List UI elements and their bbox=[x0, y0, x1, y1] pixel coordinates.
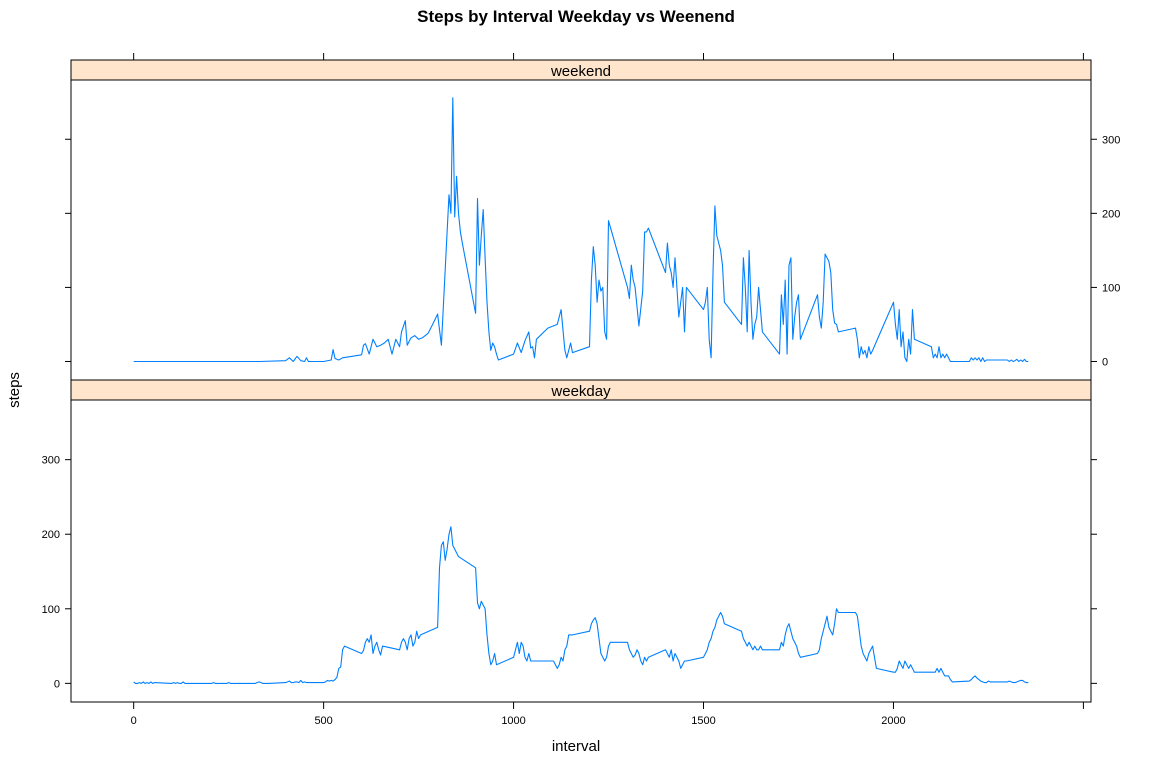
strip-label-weekend: weekend bbox=[550, 63, 611, 80]
series-line-weekend bbox=[133, 97, 1029, 363]
x-tick-label: 1000 bbox=[501, 715, 525, 727]
y-axis-label: steps bbox=[6, 372, 23, 408]
chart-title: Steps by Interval Weekday vs Weenend bbox=[417, 7, 735, 26]
y-tick-label: 100 bbox=[1102, 282, 1120, 294]
y-tick-label: 0 bbox=[1102, 356, 1108, 368]
panel-frame-weekday bbox=[70, 399, 1092, 703]
y-tick-label: 300 bbox=[1102, 134, 1120, 146]
strip-label-weekday: weekday bbox=[550, 383, 611, 400]
y-tick-label: 0 bbox=[54, 678, 60, 690]
x-tick-label: 500 bbox=[314, 715, 332, 727]
y-tick-label: 300 bbox=[42, 455, 60, 467]
plot-area: weekend weekday 0 100 200 300 0 100 200 300 0 500 10… bbox=[42, 53, 1120, 727]
y-tick-label: 200 bbox=[1102, 208, 1120, 220]
series-line-weekday bbox=[133, 526, 1029, 684]
x-tick-label: 2000 bbox=[881, 715, 905, 727]
y-tick-label: 200 bbox=[42, 529, 60, 541]
x-tick-label: 1500 bbox=[691, 715, 715, 727]
x-axis-label: interval bbox=[552, 738, 600, 755]
x-tick-label: 0 bbox=[131, 715, 137, 727]
panel-frame-weekend bbox=[70, 79, 1092, 381]
y-tick-label: 100 bbox=[42, 604, 60, 616]
